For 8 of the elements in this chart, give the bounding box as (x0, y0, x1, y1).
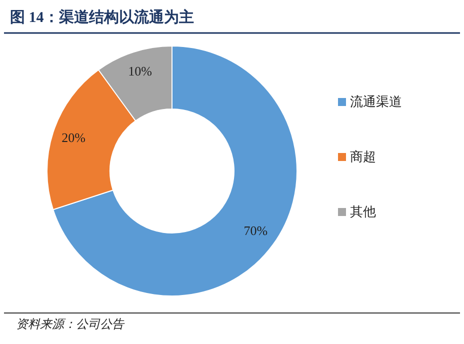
legend-label: 流通渠道 (350, 94, 402, 109)
legend-label: 其他 (350, 204, 376, 219)
data-label: 10% (128, 64, 152, 79)
text: 资料来源：公司公告 (16, 317, 125, 331)
data-label: 70% (244, 222, 268, 238)
chart-title: 图 14：渠道结构以流通为主 (10, 8, 194, 26)
data-label: 20% (62, 130, 86, 145)
legend-label: 商超 (350, 148, 376, 164)
